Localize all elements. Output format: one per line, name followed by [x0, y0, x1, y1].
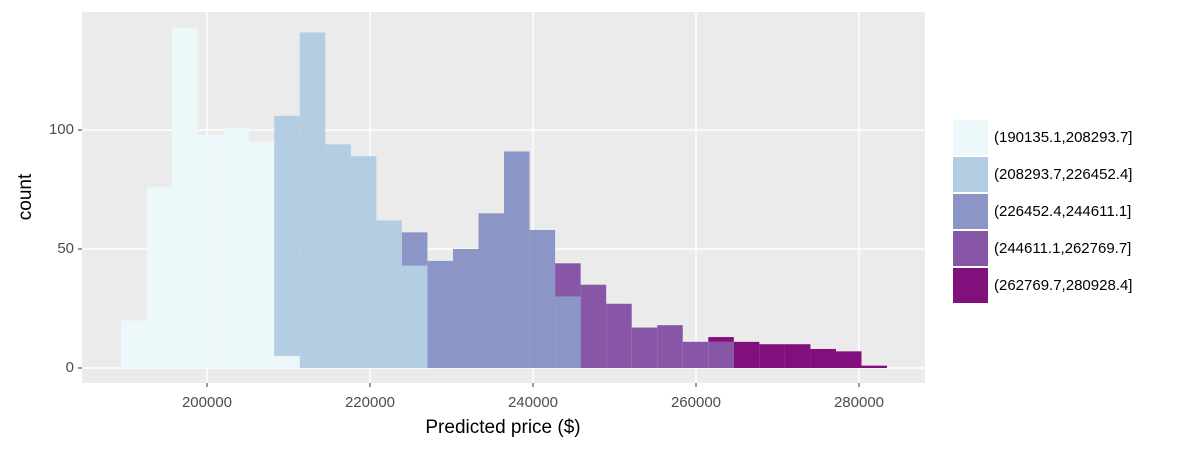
bar-segment	[529, 229, 556, 369]
x-tick-label: 280000	[834, 394, 884, 411]
legend-key	[953, 194, 988, 229]
bar-segment	[682, 341, 709, 369]
bar-segment	[299, 32, 326, 369]
x-tick-label: 200000	[182, 394, 232, 411]
bar-segment	[555, 296, 581, 369]
bar-segment	[784, 344, 811, 369]
bar-segment	[197, 134, 224, 369]
x-axis-title: Predicted price ($)	[425, 417, 580, 438]
bar-segment	[555, 263, 581, 297]
legend-key	[953, 120, 988, 155]
y-axis-title: count	[15, 173, 36, 220]
bar-segment	[861, 365, 888, 369]
bar-segment	[223, 127, 249, 369]
bar-segment	[452, 249, 479, 369]
y-tick-label: 50	[57, 240, 74, 257]
bar-segment	[427, 260, 453, 369]
bar-segment	[606, 303, 632, 369]
bar-segment	[172, 27, 198, 369]
x-tick-label: 240000	[508, 394, 558, 411]
bar-segment	[759, 344, 785, 369]
bar-segment	[810, 348, 836, 369]
bar-segment	[631, 327, 658, 369]
y-tick-label: 100	[49, 121, 74, 138]
x-tick-label: 260000	[671, 394, 721, 411]
bar-segment	[325, 144, 351, 369]
legend-key	[953, 268, 988, 303]
legend-label: (244611.1,262769.7]	[994, 240, 1131, 257]
x-tick-label: 220000	[345, 394, 395, 411]
legend-label: (226452.4,244611.1]	[994, 203, 1131, 220]
bar-segment	[146, 187, 173, 369]
legend-label: (262769.7,280928.4]	[994, 277, 1132, 294]
legend-key	[953, 231, 988, 266]
legend-label: (190135.1,208293.7]	[994, 129, 1132, 146]
bar-segment	[376, 220, 402, 369]
bar-segment	[401, 265, 428, 369]
bar-segment	[121, 320, 147, 369]
bar-segment	[248, 141, 275, 369]
bar-segment	[835, 351, 862, 369]
legend-label: (208293.7,226452.4]	[994, 166, 1132, 183]
bar-segment	[350, 156, 377, 369]
bar-segment	[657, 325, 683, 369]
bar-segment	[401, 232, 428, 266]
bar-segment	[274, 356, 300, 369]
bar-segment	[478, 213, 505, 369]
y-tick-label: 0	[66, 359, 74, 376]
legend-key	[953, 157, 988, 192]
bar-segment	[580, 284, 607, 369]
bar-segment	[708, 341, 734, 369]
bar-segment	[504, 151, 530, 369]
bar-segment	[708, 337, 734, 342]
bar-segment	[274, 115, 300, 357]
bar-segment	[733, 341, 760, 369]
